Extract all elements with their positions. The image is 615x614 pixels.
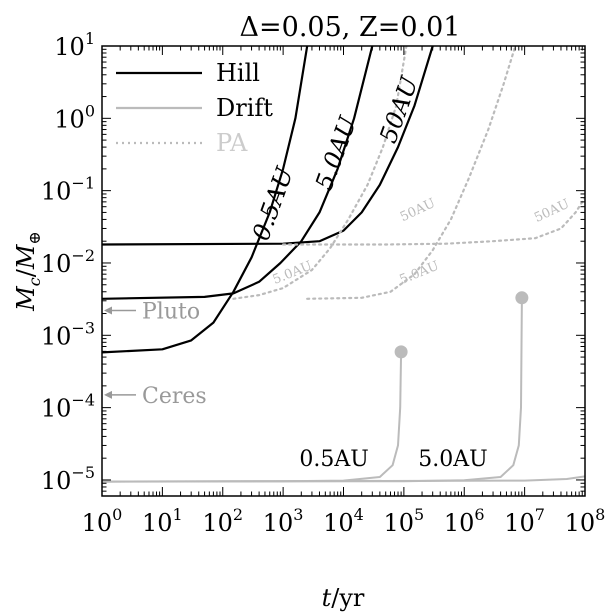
series-hill-5-0au (102, 46, 374, 300)
reference-marks: Pluto Ceres (104, 300, 207, 409)
plot-area (102, 46, 585, 483)
reference-label-pluto: Pluto (142, 300, 200, 325)
annotation-5-0au: 5.0AU (310, 112, 362, 193)
legend-label-drift: Drift (216, 94, 273, 122)
x-tick-label: 106 (444, 505, 485, 537)
x-tick-label: 105 (384, 505, 425, 537)
series-end-marker-drift-0-5au (394, 345, 408, 359)
legend-label-pa: PA (216, 129, 248, 157)
annotation-50au: 50AU (532, 197, 572, 226)
reference-label-ceres: Ceres (142, 384, 207, 409)
x-tick-label: 102 (202, 505, 243, 537)
series-hill-0-5au (102, 46, 309, 354)
series-hill-50au (102, 46, 434, 246)
annotation-0-5au: 0.5AU (247, 163, 299, 244)
series-pa-0-5au (232, 46, 408, 300)
y-axis-label: Mc/M⊕ (12, 231, 44, 312)
y-tick-label: 10−5 (41, 463, 95, 495)
y-tick-label: 101 (54, 29, 95, 61)
reference-arrowhead-pluto (104, 306, 112, 315)
axis-tick-labels: 100 101 102 103 104 105 106 107 108 10−5 10−4 10−3 1… (41, 29, 606, 537)
x-tick-label: 104 (323, 505, 364, 537)
y-tick-label: 10−3 (41, 318, 95, 350)
chart-title: Δ=0.05, Z=0.01 (240, 12, 461, 43)
annotation-50au: 50AU (374, 72, 424, 146)
axis-ticks (101, 45, 586, 497)
y-tick-label: 10−2 (41, 246, 95, 278)
reference-arrowhead-ceres (104, 390, 112, 399)
annotation-5-0au: 5.0AU (271, 259, 315, 288)
x-tick-label: 103 (263, 505, 304, 537)
x-tick-label: 101 (142, 505, 183, 537)
legend-label-hill: Hill (216, 59, 260, 87)
x-tick-label: 107 (504, 505, 545, 537)
series-drift-50au (102, 475, 585, 483)
annotation-0-5au: 0.5AU (299, 447, 368, 472)
plot-frame (101, 45, 586, 497)
x-axis-label: t/yr (322, 584, 365, 612)
series-end-marker-drift-5-0au (515, 291, 529, 305)
annotation-50au: 50AU (398, 196, 438, 225)
x-tick-label: 100 (82, 505, 123, 537)
annotation-5-0au: 5.0AU (418, 447, 487, 472)
y-tick-label: 100 (54, 101, 95, 133)
series-pa-5-0au (306, 46, 517, 300)
x-tick-label: 108 (565, 505, 606, 537)
y-tick-label: 10−1 (41, 174, 95, 206)
y-tick-label: 10−4 (41, 391, 95, 423)
legend: Hill Drift PA (116, 59, 273, 157)
annotation-5-0au: 5.0AU (398, 259, 442, 288)
